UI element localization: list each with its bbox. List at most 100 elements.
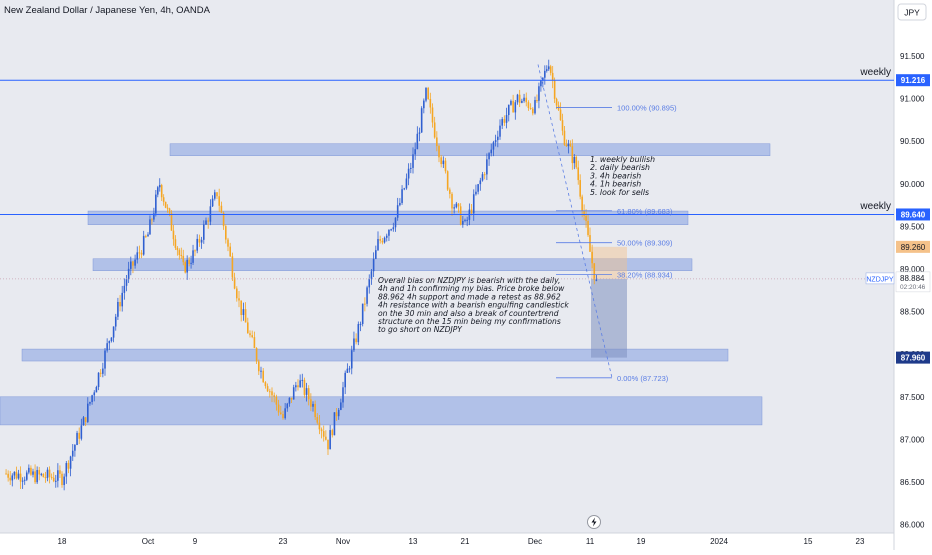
- candle-body: [170, 213, 173, 231]
- candle-body: [301, 379, 304, 381]
- candle-body: [211, 198, 214, 207]
- candle-body: [220, 205, 223, 213]
- candle-body: [168, 208, 171, 214]
- candle-body: [180, 254, 183, 256]
- candle-body: [381, 240, 384, 243]
- last-price-badge-bg: [895, 271, 931, 293]
- candle-body: [510, 100, 512, 105]
- candle-body: [244, 309, 247, 323]
- candle-body: [155, 194, 157, 214]
- time-tick-label: 13: [409, 537, 418, 546]
- price-axis-ticks: 91.500 91.000 90.500 90.000 89.500 89.000 88.5…: [900, 52, 925, 530]
- candle-body: [518, 94, 521, 103]
- short-position-box[interactable]: [591, 246, 627, 358]
- candle-body: [320, 429, 323, 432]
- candle-body: [262, 370, 264, 383]
- candle-body: [559, 109, 562, 121]
- candle-body: [540, 80, 542, 87]
- flash-icon[interactable]: [587, 515, 601, 529]
- zone-rectangle[interactable]: [87, 210, 689, 225]
- candle-body: [375, 250, 377, 259]
- candle-body: [472, 194, 475, 214]
- candle-body: [516, 94, 519, 103]
- candle-body: [483, 174, 486, 176]
- candle-body: [567, 143, 570, 147]
- candle-body: [425, 87, 427, 101]
- candle-body: [227, 239, 229, 247]
- candle-body: [295, 385, 297, 388]
- candle-body: [46, 469, 49, 478]
- candle-body: [273, 395, 275, 397]
- candle-body: [266, 386, 269, 392]
- candle-body: [238, 298, 240, 301]
- time-tick-label: Nov: [336, 537, 350, 546]
- time-tick-label: 21: [461, 537, 470, 546]
- candle-body: [50, 476, 53, 478]
- candle-body: [488, 153, 490, 160]
- candle-body: [69, 456, 72, 469]
- candle-body: [492, 142, 495, 150]
- candle-body: [364, 303, 366, 305]
- candle-body: [67, 463, 70, 469]
- candle-body: [591, 251, 593, 264]
- candle-body: [503, 119, 506, 123]
- candle-body: [490, 149, 493, 154]
- analysis-line: 4h resistance with a bearish engulfing c…: [378, 301, 569, 310]
- candle-body: [48, 469, 51, 477]
- candle-body: [23, 479, 26, 481]
- take-profit-area[interactable]: [591, 278, 627, 358]
- time-tick-label: 9: [193, 537, 198, 546]
- candle-body: [231, 256, 234, 278]
- zone-rectangle[interactable]: [0, 396, 763, 426]
- bias-item: 1. weekly bullish: [590, 155, 655, 164]
- price-tick-label: 89.000: [900, 265, 925, 274]
- candle-body: [579, 180, 581, 197]
- candle-body: [563, 130, 566, 145]
- candle-body: [214, 192, 216, 199]
- time-tick-label: 19: [637, 537, 646, 546]
- fibonacci-retracement[interactable]: 100.00% (90.895) 61.80% (89.683) 50.00% (8…: [537, 64, 677, 383]
- candle-body: [370, 271, 373, 279]
- candle-body: [466, 219, 468, 221]
- candle-body: [303, 379, 306, 395]
- candle-body: [455, 203, 458, 208]
- stop-level-badge-bg: [896, 351, 930, 364]
- candle-body: [17, 473, 20, 479]
- candle-body: [286, 403, 289, 409]
- stop-loss-area[interactable]: [591, 246, 627, 279]
- price-tick-label: 88.500: [900, 308, 925, 317]
- analysis-note: Overall bias on NZDJPY is bearish with t…: [378, 276, 569, 334]
- zone-rectangle[interactable]: [21, 348, 729, 362]
- analysis-line: structure on the 15 min being my confirm…: [378, 317, 561, 326]
- candle-body: [534, 100, 536, 114]
- zone-rectangle[interactable]: [92, 258, 693, 271]
- candle-body: [59, 470, 61, 474]
- candle-body: [156, 187, 159, 195]
- candle-body: [438, 146, 440, 158]
- candle-body: [335, 412, 338, 417]
- candle-body: [87, 403, 89, 422]
- candle-body: [462, 220, 464, 225]
- candle-body: [292, 387, 295, 400]
- candle-body: [192, 250, 194, 263]
- candle-body: [497, 136, 499, 141]
- candle-body: [361, 303, 364, 324]
- candle-body: [145, 235, 147, 237]
- zone-rectangle[interactable]: [169, 143, 771, 156]
- candle-body: [312, 403, 314, 407]
- candle-body: [151, 219, 153, 221]
- currency-button[interactable]: JPY: [897, 3, 927, 21]
- candle-body: [357, 324, 360, 343]
- weekly-high-badge: 91.216: [901, 76, 926, 85]
- candle-body: [385, 235, 388, 238]
- candle-body: [499, 125, 501, 137]
- weekly-mid-badge: 89.640: [901, 210, 926, 219]
- candle-body: [459, 206, 462, 225]
- candle-body: [36, 470, 38, 483]
- bias-item: 4. 1h bearish: [590, 180, 641, 189]
- candle-body: [282, 414, 284, 419]
- price-tick-label: 86.000: [900, 521, 925, 530]
- candle-body: [593, 263, 596, 280]
- fib-level-label: 100.00% (90.895): [617, 104, 677, 113]
